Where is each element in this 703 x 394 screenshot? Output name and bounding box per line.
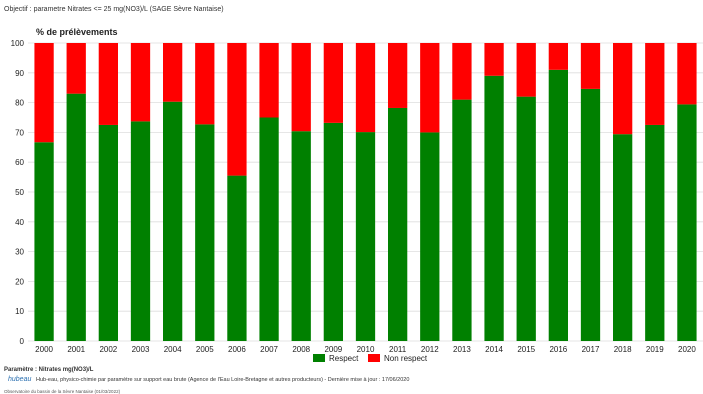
legend-swatch-non-respect [368,354,380,362]
x-tick-label: 2007 [260,345,278,354]
bar-respect-2020 [677,104,697,341]
x-tick-label: 2014 [485,345,503,354]
x-tick-label: 2019 [646,345,664,354]
x-tick-label: 2009 [324,345,342,354]
x-tick-label: 2000 [35,345,53,354]
x-tick-label: 2001 [67,345,85,354]
x-tick-label: 2008 [292,345,310,354]
y-axis-ticks: 0 10 20 30 40 50 60 70 80 90 100 [11,39,25,346]
hubeau-logo: hubeau [8,376,32,383]
bar-non-respect-2019 [645,43,665,125]
bar-non-respect-2002 [98,43,118,125]
bar-respect-2017 [580,88,601,341]
observatory-note: Observatoire du bassin de la Sèvre Nanta… [4,389,121,394]
bar-non-respect-2010 [355,43,376,133]
x-tick-label: 2011 [389,345,407,354]
x-axis-ticks: 2000 2001 2002 2003 2004 2005 2006 2007 2008 2009… [35,345,696,354]
bar-respect-2000 [34,142,54,341]
bar-non-respect-2006 [227,43,247,176]
bar-non-respect-2004 [163,43,183,102]
parameter-note: Paramètre : Nitrates mg(NO3)/L [4,367,94,373]
x-tick-label: 2013 [453,345,471,354]
chart-subtitle: Objectif : parametre Nitrates <= 25 mg(N… [4,6,224,13]
y-tick-label: 20 [15,277,24,286]
x-tick-label: 2010 [357,345,375,354]
bar-respect-2018 [613,134,633,341]
x-tick-label: 2020 [678,345,696,354]
bar-non-respect-2015 [516,43,536,97]
x-tick-label: 2002 [99,345,117,354]
bar-respect-2009 [323,122,343,341]
bar-respect-2004 [163,101,183,342]
bar-respect-2003 [130,121,151,342]
bar-non-respect-2014 [484,43,504,76]
bar-respect-2015 [516,96,536,341]
y-tick-label: 0 [20,337,25,346]
x-tick-label: 2018 [614,345,632,354]
bar-respect-2005 [195,124,215,341]
y-axis-label: % de prélèvements [36,27,118,37]
bar-non-respect-2007 [259,43,279,118]
bar-non-respect-2013 [452,43,472,100]
x-tick-label: 2015 [517,345,535,354]
bar-respect-2010 [355,132,376,341]
bar-respect-2007 [259,117,279,341]
bar-respect-2012 [420,132,440,341]
x-tick-label: 2017 [582,345,600,354]
y-tick-label: 100 [11,39,25,48]
bar-non-respect-2005 [195,43,215,125]
source-note: Hub-eau, physico-chimie par paramètre su… [36,377,410,383]
bar-respect-2002 [98,124,118,341]
legend-label: Respect [329,354,359,363]
legend: Respect Non respect [313,354,428,363]
bars [34,43,697,342]
bar-respect-2011 [388,107,408,342]
bar-respect-2019 [645,124,665,341]
bar-non-respect-2018 [613,43,633,135]
legend-swatch-respect [313,354,325,362]
y-tick-label: 30 [15,248,24,257]
x-tick-label: 2016 [549,345,567,354]
x-tick-label: 2003 [132,345,150,354]
bar-non-respect-2020 [677,43,697,105]
y-tick-label: 60 [15,158,24,167]
y-tick-label: 70 [15,128,24,137]
bar-respect-2013 [452,99,472,342]
bar-respect-2014 [484,75,504,341]
bar-respect-2016 [548,69,568,341]
y-tick-label: 90 [15,69,24,78]
bar-non-respect-2009 [323,43,343,123]
y-tick-label: 80 [15,99,24,108]
legend-label: Non respect [384,354,428,363]
bar-non-respect-2003 [130,43,151,122]
bar-non-respect-2001 [66,43,86,94]
y-tick-label: 50 [15,188,24,197]
y-tick-label: 40 [15,218,24,227]
x-tick-label: 2006 [228,345,246,354]
bar-non-respect-2012 [420,43,440,133]
x-tick-label: 2012 [421,345,439,354]
bar-non-respect-2017 [580,43,601,89]
x-tick-label: 2005 [196,345,214,354]
bar-non-respect-2000 [34,43,54,143]
x-tick-label: 2004 [164,345,182,354]
bar-non-respect-2008 [291,43,311,132]
bar-respect-2006 [227,175,247,341]
y-tick-label: 10 [15,307,24,316]
bar-non-respect-2011 [388,43,408,108]
bar-respect-2008 [291,131,311,341]
bar-respect-2001 [66,93,86,341]
bar-non-respect-2016 [548,43,568,70]
